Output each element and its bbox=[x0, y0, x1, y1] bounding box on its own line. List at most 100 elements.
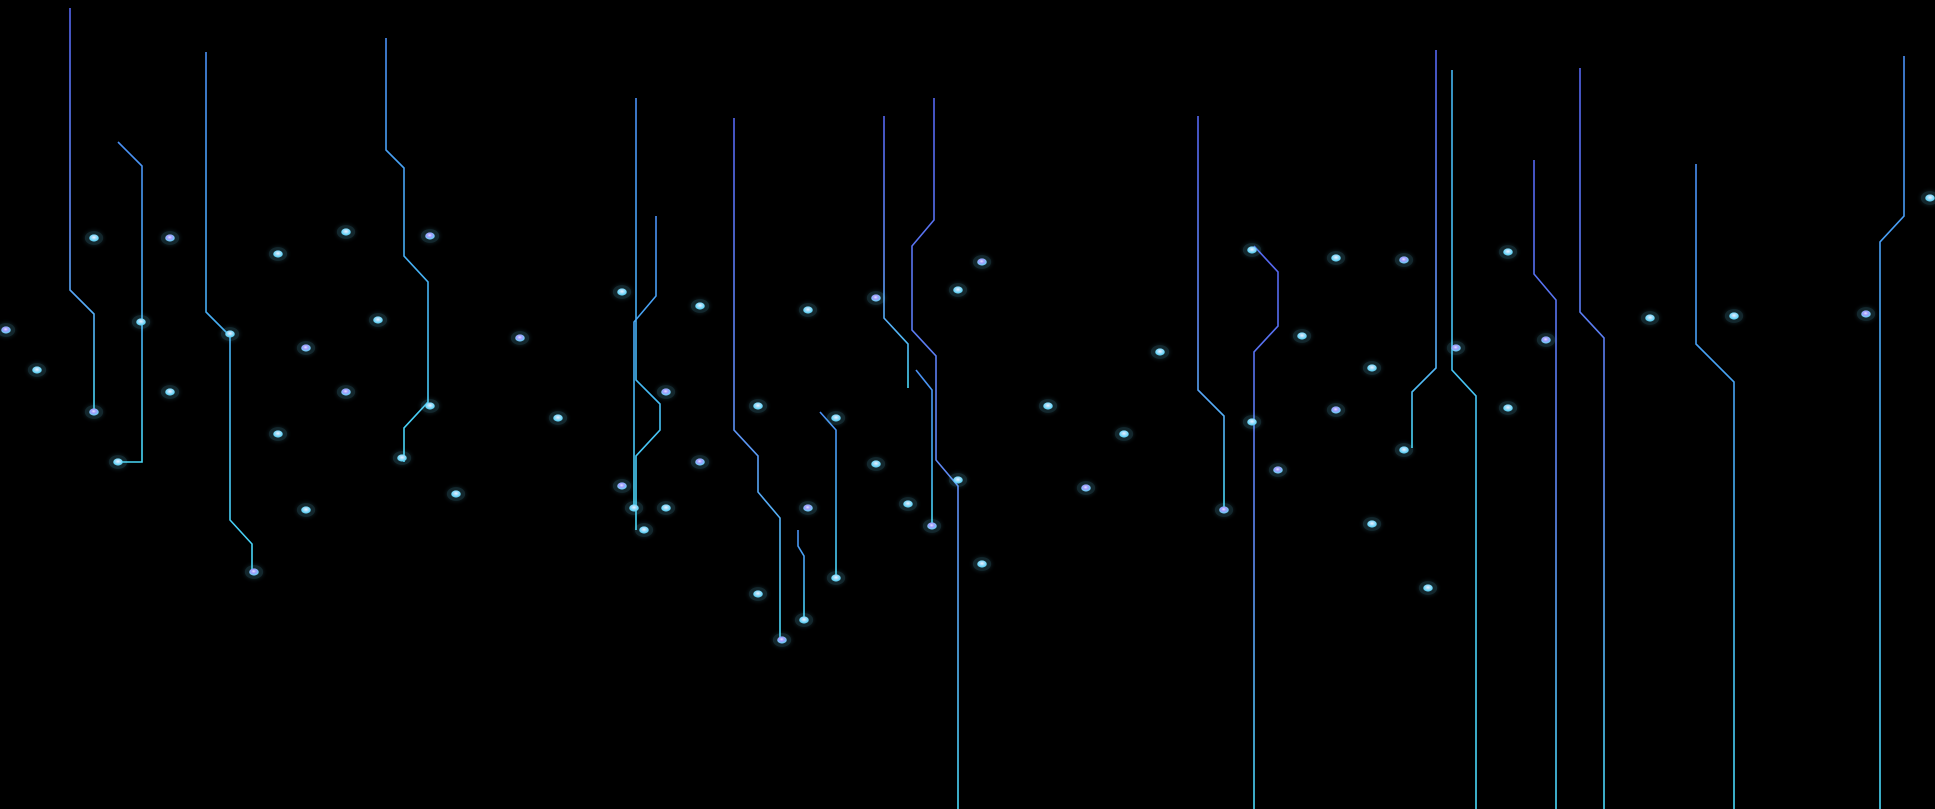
dot-core bbox=[373, 316, 383, 324]
trace-line bbox=[1197, 116, 1225, 510]
dot-core bbox=[617, 482, 627, 490]
dot-core bbox=[1367, 364, 1377, 372]
dot-core bbox=[777, 636, 787, 644]
dot-core bbox=[1219, 506, 1229, 514]
dot-core bbox=[799, 616, 809, 624]
dot-core bbox=[515, 334, 525, 342]
dot-core bbox=[1155, 348, 1165, 356]
terminal-dot bbox=[690, 455, 710, 469]
dot-core bbox=[1861, 310, 1871, 318]
dot-core bbox=[341, 388, 351, 396]
dot-core bbox=[1331, 406, 1341, 414]
terminal-dot bbox=[336, 385, 356, 399]
dot-core bbox=[871, 294, 881, 302]
dot-core bbox=[953, 286, 963, 294]
dot-core bbox=[977, 258, 987, 266]
trace-line bbox=[1411, 50, 1437, 448]
dot-core bbox=[425, 232, 435, 240]
terminal-dot bbox=[296, 341, 316, 355]
dot-core bbox=[617, 288, 627, 296]
dot-core bbox=[1503, 248, 1513, 256]
dot-core bbox=[397, 454, 407, 462]
terminal-dot bbox=[748, 399, 768, 413]
dot-core bbox=[977, 560, 987, 568]
terminal-dot bbox=[948, 283, 968, 297]
terminal-dot bbox=[268, 427, 288, 441]
dot-core bbox=[1423, 584, 1433, 592]
trace-line bbox=[633, 216, 657, 508]
terminal-dot bbox=[656, 501, 676, 515]
dot-core bbox=[249, 568, 259, 576]
terminal-dot bbox=[612, 285, 632, 299]
terminal-dot bbox=[1150, 345, 1170, 359]
dot-core bbox=[1451, 344, 1461, 352]
dot-core bbox=[553, 414, 563, 422]
terminal-dot bbox=[1214, 503, 1234, 517]
terminal-dot bbox=[446, 487, 466, 501]
terminal-dot bbox=[1724, 309, 1744, 323]
trace-line bbox=[385, 38, 429, 462]
terminal-dot bbox=[1268, 463, 1288, 477]
dot-core bbox=[1119, 430, 1129, 438]
trace-line bbox=[1579, 68, 1605, 809]
dot-core bbox=[165, 388, 175, 396]
dot-core bbox=[753, 402, 763, 410]
terminal-dot bbox=[1640, 311, 1660, 325]
terminal-dot bbox=[1242, 415, 1262, 429]
terminal-dot bbox=[794, 613, 814, 627]
dot-core bbox=[695, 458, 705, 466]
dot-core bbox=[661, 388, 671, 396]
terminal-dot bbox=[948, 473, 968, 487]
trace-line bbox=[69, 8, 95, 412]
terminal-dot bbox=[1326, 251, 1346, 265]
dot-core bbox=[113, 458, 123, 466]
terminal-dot bbox=[1856, 307, 1876, 321]
terminal-dot bbox=[1446, 341, 1466, 355]
terminal-dot bbox=[131, 315, 151, 329]
terminal-dot bbox=[1394, 443, 1414, 457]
dot-core bbox=[341, 228, 351, 236]
terminal-dot bbox=[1242, 243, 1262, 257]
dot-core bbox=[1297, 332, 1307, 340]
terminal-dot bbox=[1076, 481, 1096, 495]
terminal-dot bbox=[1920, 191, 1935, 205]
trace-line bbox=[117, 141, 143, 463]
terminal-dot bbox=[420, 399, 440, 413]
terminal-dot bbox=[826, 411, 846, 425]
terminal-dot bbox=[826, 571, 846, 585]
terminal-dot bbox=[624, 501, 644, 515]
terminal-dot bbox=[634, 523, 654, 537]
terminal-dot bbox=[656, 385, 676, 399]
terminal-dot bbox=[972, 255, 992, 269]
dot-core bbox=[1399, 256, 1409, 264]
trace-line bbox=[1533, 160, 1557, 809]
terminal-dot bbox=[612, 479, 632, 493]
dot-core bbox=[1541, 336, 1551, 344]
dot-core bbox=[1043, 402, 1053, 410]
terminal-dot bbox=[922, 519, 942, 533]
terminal-dot bbox=[1292, 329, 1312, 343]
trace-line bbox=[205, 52, 253, 572]
terminal-dot-group bbox=[0, 191, 1935, 647]
terminal-dot bbox=[1362, 361, 1382, 375]
dot-core bbox=[1, 326, 11, 334]
terminal-dot bbox=[510, 331, 530, 345]
dot-core bbox=[89, 408, 99, 416]
dot-core bbox=[225, 330, 235, 338]
dot-core bbox=[165, 234, 175, 242]
terminal-dot bbox=[1418, 581, 1438, 595]
terminal-dot bbox=[336, 225, 356, 239]
terminal-dot bbox=[296, 503, 316, 517]
terminal-dot bbox=[772, 633, 792, 647]
terminal-dot bbox=[748, 587, 768, 601]
dot-core bbox=[927, 522, 937, 530]
terminal-dot bbox=[548, 411, 568, 425]
trace-line bbox=[819, 411, 837, 578]
terminal-dot bbox=[1394, 253, 1414, 267]
terminal-dot bbox=[108, 455, 128, 469]
dot-core bbox=[1247, 246, 1257, 254]
trace-line bbox=[1451, 70, 1477, 809]
terminal-dot bbox=[268, 247, 288, 261]
dot-core bbox=[32, 366, 42, 374]
